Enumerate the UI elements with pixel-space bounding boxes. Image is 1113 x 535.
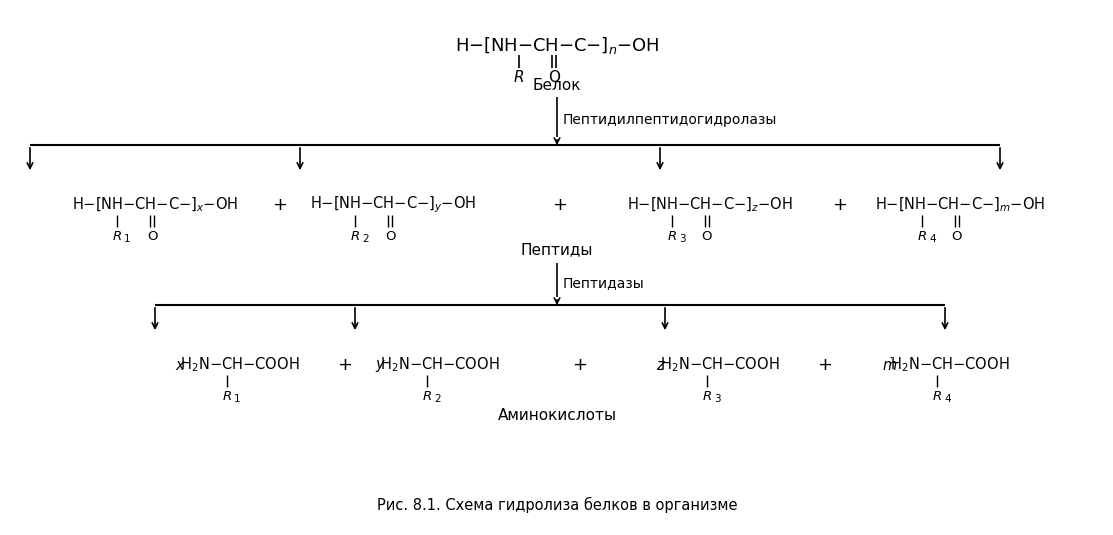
Text: R: R: [668, 230, 677, 242]
Text: Пептидилпептидогидролазы: Пептидилпептидогидролазы: [563, 113, 777, 127]
Text: R: R: [702, 389, 711, 402]
Text: 4: 4: [929, 234, 936, 244]
Text: R: R: [351, 230, 359, 242]
Text: R: R: [514, 71, 524, 86]
Text: H$-$[NH$-$CH$-$C$-$]$_{x}$$-$OH: H$-$[NH$-$CH$-$C$-$]$_{x}$$-$OH: [72, 196, 238, 214]
Text: R: R: [933, 389, 942, 402]
Text: 1: 1: [124, 234, 130, 244]
Text: Рис. 8.1. Схема гидролиза белков в организме: Рис. 8.1. Схема гидролиза белков в орган…: [376, 497, 737, 513]
Text: R: R: [917, 230, 927, 242]
Text: R: R: [223, 389, 232, 402]
Text: H$_2$N$-$CH$-$COOH: H$_2$N$-$CH$-$COOH: [890, 356, 1009, 374]
Text: R: R: [112, 230, 121, 242]
Text: +: +: [818, 356, 833, 374]
Text: Белок: Белок: [533, 78, 581, 93]
Text: H$_2$N$-$CH$-$COOH: H$_2$N$-$CH$-$COOH: [660, 356, 780, 374]
Text: +: +: [833, 196, 847, 214]
Text: $\dot{m}$: $\dot{m}$: [883, 356, 897, 374]
Text: +: +: [273, 196, 287, 214]
Text: +: +: [572, 356, 588, 374]
Text: O: O: [952, 230, 963, 242]
Text: 1: 1: [234, 394, 240, 404]
Text: z: z: [657, 357, 663, 372]
Text: Аминокислоты: Аминокислоты: [498, 408, 617, 423]
Text: x: x: [176, 357, 185, 372]
Text: y: y: [376, 357, 384, 372]
Text: O: O: [702, 230, 712, 242]
Text: R: R: [422, 389, 432, 402]
Text: +: +: [552, 196, 568, 214]
Text: 3: 3: [715, 394, 720, 404]
Text: Пептидазы: Пептидазы: [563, 276, 644, 290]
Text: H$_2$N$-$CH$-$COOH: H$_2$N$-$CH$-$COOH: [381, 356, 500, 374]
Text: H$-$[NH$-$CH$-$C$-$]$_{z}$$-$OH: H$-$[NH$-$CH$-$C$-$]$_{z}$$-$OH: [628, 196, 792, 214]
Text: 3: 3: [679, 234, 686, 244]
Text: O: O: [147, 230, 157, 242]
Text: O: O: [385, 230, 395, 242]
Text: O: O: [548, 71, 560, 86]
Text: H$-$[NH$-$CH$-$C$-$]$_{m}$$-$OH: H$-$[NH$-$CH$-$C$-$]$_{m}$$-$OH: [875, 196, 1045, 214]
Text: 2: 2: [362, 234, 368, 244]
Text: H$-$[NH$-$CH$-$C$-$]$_n$$-$OH: H$-$[NH$-$CH$-$C$-$]$_n$$-$OH: [455, 34, 659, 56]
Text: 2: 2: [434, 394, 441, 404]
Text: Пептиды: Пептиды: [521, 242, 593, 257]
Text: H$_2$N$-$CH$-$COOH: H$_2$N$-$CH$-$COOH: [180, 356, 299, 374]
Text: 4: 4: [944, 394, 951, 404]
Text: H$-$[NH$-$CH$-$C$-$]$_{y}$$-$OH: H$-$[NH$-$CH$-$C$-$]$_{y}$$-$OH: [309, 195, 476, 215]
Text: +: +: [337, 356, 353, 374]
